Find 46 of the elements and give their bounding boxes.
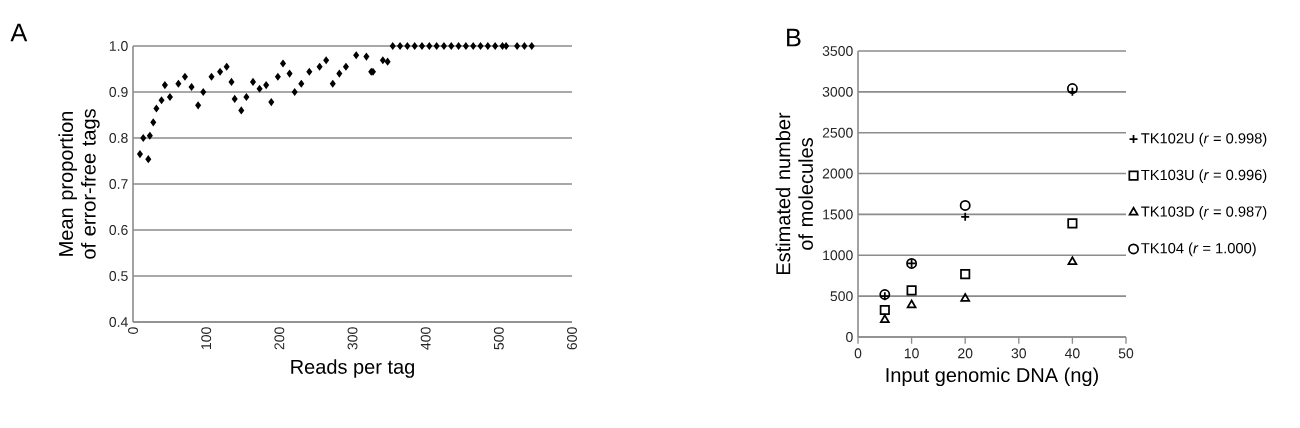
y-tick-label: 2500 <box>822 127 853 138</box>
x-tick-label: 20 <box>958 348 973 359</box>
x-tick-label: 100 <box>201 327 212 349</box>
y-tick-label: 0.6 <box>109 225 128 235</box>
x-tick-label: 40 <box>1064 348 1080 359</box>
point <box>960 293 971 302</box>
x-tick-label: 0 <box>854 348 862 359</box>
point <box>906 285 917 296</box>
y-tick-label: 3500 <box>822 46 853 56</box>
point <box>1067 218 1078 229</box>
x-tick-label: 500 <box>493 327 504 350</box>
y-tick-label: 3000 <box>822 86 853 97</box>
y-axis-title: Estimated number of molecules <box>775 112 813 275</box>
point <box>879 314 890 323</box>
x-axis-title: Input genomic DNA (ng) <box>886 367 1098 387</box>
x-tick-label: 200 <box>274 327 285 350</box>
y-tick-label: 0.8 <box>109 133 128 143</box>
legend-label: TK104 (r = 1.000) <box>1141 242 1256 257</box>
y-tick-label: 0.7 <box>109 179 128 189</box>
chart-title: A <box>10 23 28 42</box>
legend-label: TK103D (r = 0.987) <box>1141 205 1267 220</box>
point <box>879 304 890 316</box>
y-tick-label: 1500 <box>823 209 853 220</box>
chart-title: B <box>787 28 801 47</box>
x-tick-label: 400 <box>420 327 431 350</box>
y-tick-label: 500 <box>830 291 853 302</box>
point <box>959 199 971 211</box>
y-tick-label: 0.4 <box>109 317 128 327</box>
x-tick-label: 600 <box>567 327 577 350</box>
legend-label: TK103U (r = 0.996) <box>1141 169 1267 184</box>
x-tick-label: 50 <box>1118 348 1134 359</box>
y-tick-label: 1.0 <box>109 41 128 51</box>
x-tick-label: 30 <box>1011 348 1027 359</box>
point <box>1067 256 1078 265</box>
y-tick-label: 0.5 <box>109 271 128 281</box>
y-tick-label: 1000 <box>823 250 853 261</box>
point <box>960 269 971 280</box>
y-tick-label: 0.9 <box>109 87 128 97</box>
point <box>906 299 917 309</box>
legend-label: TK102U (r = 0.998) <box>1141 132 1267 147</box>
x-axis-title: Reads per tag <box>291 359 414 378</box>
y-axis-title: Mean proportion of error-free tags <box>58 109 100 259</box>
y-tick-label: 2000 <box>822 168 853 179</box>
x-tick-label: 300 <box>347 327 358 350</box>
x-tick-label: 0 <box>128 327 138 334</box>
x-tick-label: 10 <box>904 348 919 359</box>
